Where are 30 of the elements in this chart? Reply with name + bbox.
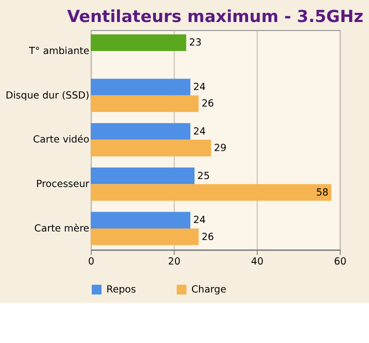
bar: [90, 95, 199, 112]
data-label: 26: [202, 232, 214, 243]
data-label: 26: [202, 98, 214, 110]
bar: [90, 212, 190, 229]
bar: [90, 168, 195, 184]
x-tick-label: 20: [168, 256, 180, 268]
y-tick-label: Carte vidéo: [32, 134, 90, 146]
bar: [90, 140, 212, 156]
y-tick-label: T° ambiante: [28, 46, 90, 57]
data-label: 24: [193, 215, 206, 226]
y-tick-label: Processeur: [36, 179, 90, 190]
bar: [90, 228, 199, 246]
x-tick-label: 60: [334, 256, 346, 268]
data-label: 25: [197, 170, 210, 182]
data-label: 23: [189, 38, 202, 49]
data-label: 24: [193, 82, 206, 94]
legend-label: Charge: [191, 284, 226, 296]
bar: [90, 34, 186, 52]
data-label: 58: [316, 187, 328, 198]
x-tick-label: 0: [88, 256, 94, 268]
bar: [90, 78, 190, 96]
data-label: 24: [193, 126, 206, 138]
legend-label: Repos: [106, 284, 136, 296]
y-tick-label: Carte mère: [34, 223, 90, 234]
y-tick-label: Disque dur (SSD): [6, 90, 90, 102]
bar: [90, 184, 332, 201]
chart-title: Ventilateurs maximum - 3.5GHz: [67, 7, 364, 26]
x-tick-label: 40: [251, 256, 264, 268]
data-label: 29: [214, 143, 226, 154]
bar: [90, 123, 190, 140]
